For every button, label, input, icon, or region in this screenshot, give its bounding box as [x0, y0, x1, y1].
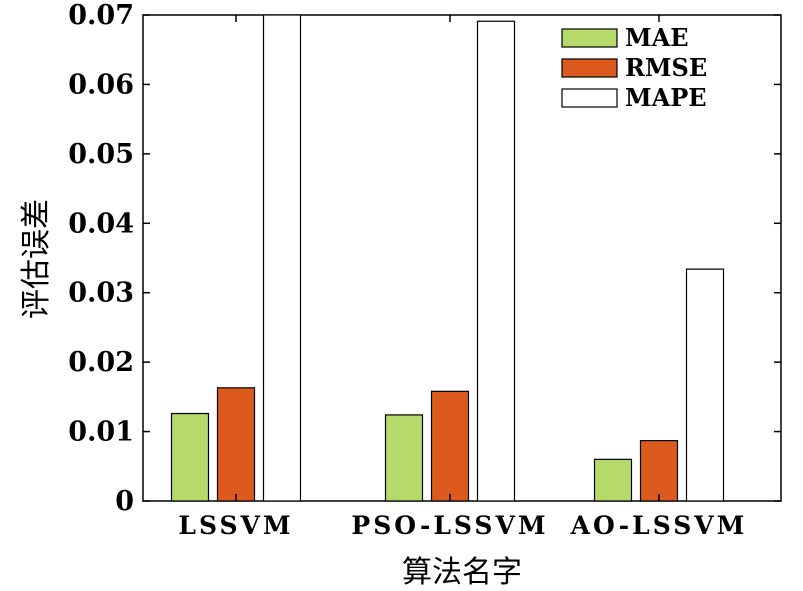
x-tick-label: PSO-LSSVM: [351, 511, 548, 540]
x-axis-title: 算法名字: [402, 555, 522, 590]
y-axis-title: 评估误差: [19, 199, 54, 319]
legend-label-mape: MAPE: [625, 83, 707, 112]
y-axis-ticks: 0 0.01 0.02 0.03 0.04 0.05 0.06 0.07: [68, 0, 781, 517]
y-tick-label: 0.05: [68, 139, 134, 170]
x-axis-ticks: LSSVM PSO-LSSVM AO-LSSVM: [178, 15, 748, 540]
bar-mape-ao-lssvm: [685, 268, 725, 502]
legend-swatch-mape: [561, 88, 618, 108]
bar-mae-lssvm: [170, 412, 210, 502]
legend-swatch-mae: [561, 28, 618, 48]
y-tick-label: 0.04: [68, 208, 134, 239]
y-tick-label: 0.03: [68, 278, 134, 309]
legend-swatch-rmse: [561, 58, 618, 78]
bar-mape-pso-lssvm: [476, 20, 516, 502]
y-tick-label: 0.06: [68, 69, 134, 100]
y-tick-label: 0.07: [68, 0, 134, 31]
bar-rmse-pso-lssvm: [430, 390, 470, 502]
x-tick-label: AO-LSSVM: [570, 511, 748, 540]
bar-rmse-lssvm: [216, 387, 256, 502]
bar-mae-pso-lssvm: [384, 414, 424, 502]
bar-mae-ao-lssvm: [593, 458, 633, 502]
bar-mape-lssvm: [262, 14, 302, 502]
y-tick-label: 0.02: [68, 347, 134, 378]
y-tick-label: 0.01: [68, 417, 134, 448]
bar-rmse-ao-lssvm: [639, 439, 679, 502]
legend-label-rmse: RMSE: [625, 53, 707, 82]
y-tick-label: 0: [115, 486, 134, 517]
x-tick-label: LSSVM: [178, 511, 293, 540]
legend-label-mae: MAE: [625, 23, 688, 52]
